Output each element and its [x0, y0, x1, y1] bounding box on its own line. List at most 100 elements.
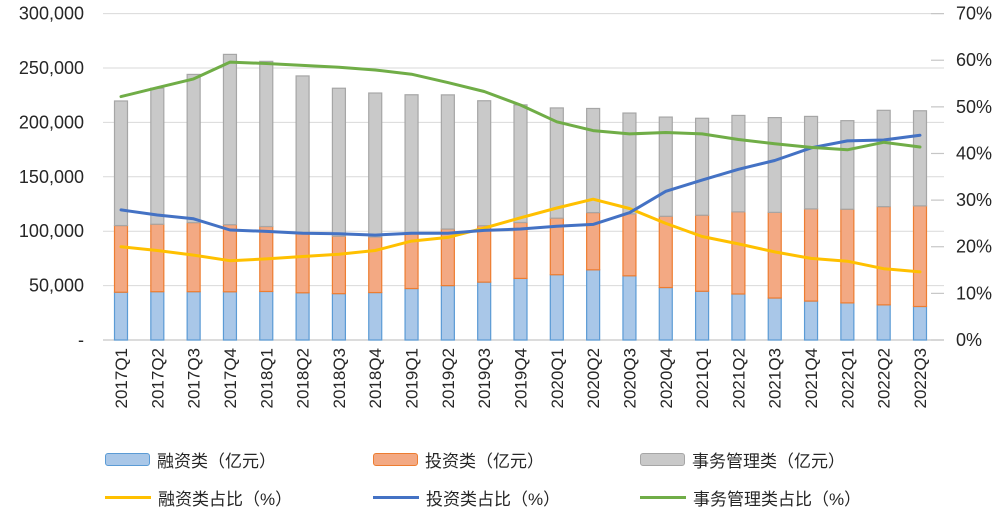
bar-segment-administration — [694, 117, 710, 216]
bar-segment-investment — [368, 236, 383, 294]
legend-line-swatch-icon — [373, 495, 419, 500]
legend-line-swatch-icon — [105, 495, 151, 500]
left-axis-label: 250,000 — [19, 58, 84, 78]
x-axis-label: 2020Q1 — [548, 348, 567, 409]
x-axis-label: 2019Q1 — [403, 348, 422, 409]
bar-segment-investment — [150, 223, 165, 293]
bar-segment-investment — [731, 211, 746, 295]
x-axis-label: 2022Q1 — [838, 348, 857, 409]
left-axis-label: 100,000 — [19, 221, 84, 241]
bar-segment-financing — [586, 269, 601, 341]
bar-segment-administration — [622, 112, 637, 215]
bar-segment-investment — [658, 215, 673, 289]
bar-segment-administration — [586, 107, 601, 214]
x-axis-label: 2017Q3 — [185, 348, 204, 409]
bar-segment-investment — [222, 224, 238, 293]
bar-segment-financing — [368, 291, 383, 341]
legend-bar-swatch-icon — [640, 453, 685, 466]
left-axis-label: - — [78, 330, 84, 350]
bar-segment-investment — [840, 208, 855, 304]
bar-segment-investment — [912, 205, 928, 308]
bar-segment-financing — [331, 293, 347, 341]
x-axis-label: 2017Q2 — [148, 348, 167, 409]
bar-segment-financing — [658, 286, 673, 341]
x-axis-label: 2021Q1 — [693, 348, 712, 409]
left-axis-label: 200,000 — [19, 112, 84, 132]
bar-segment-financing — [840, 302, 855, 341]
right-axis-label: 70% — [956, 4, 992, 24]
legend-bar-swatch-icon — [373, 453, 418, 466]
bar-segment-financing — [186, 291, 201, 341]
right-axis-label: 20% — [956, 237, 992, 257]
bar-segment-administration — [840, 120, 855, 210]
right-axis-label: 30% — [956, 190, 992, 210]
bar-segment-investment — [803, 208, 819, 302]
bar-segment-financing — [295, 292, 310, 341]
right-axis-label: 60% — [956, 50, 992, 70]
x-axis-label: 2018Q1 — [257, 348, 276, 409]
bar-segment-financing — [912, 305, 928, 341]
bar-segment-financing — [404, 287, 419, 341]
bar-segment-investment — [477, 225, 492, 283]
bar-segment-investment — [876, 206, 891, 306]
bar-segment-administration — [440, 94, 455, 230]
bar-segment-financing — [113, 291, 129, 341]
bar-segment-financing — [513, 277, 528, 341]
legend-bar-swatch-icon — [105, 453, 150, 466]
x-axis-label: 2018Q4 — [366, 348, 385, 409]
x-axis-label: 2020Q3 — [621, 348, 640, 409]
bar-segment-investment — [622, 213, 637, 277]
x-axis-label: 2022Q2 — [875, 348, 894, 409]
legend-label: 投资类占比（%） — [426, 490, 561, 509]
bar-segment-financing — [222, 291, 238, 341]
bar-segment-financing — [694, 290, 710, 341]
legend-item: 投资类占比（%） — [373, 485, 560, 510]
legend-item: 事务管理类（亿元） — [640, 447, 845, 472]
bar-segment-financing — [876, 304, 891, 341]
x-axis-label: 2018Q2 — [294, 348, 313, 409]
x-axis-label: 2019Q3 — [475, 348, 494, 409]
bar-segment-administration — [803, 115, 819, 210]
legend-item: 融资类（亿元） — [105, 447, 276, 472]
x-axis-label: 2022Q3 — [911, 348, 930, 409]
bar-segment-administration — [912, 110, 928, 207]
bar-segment-investment — [113, 224, 129, 293]
line-administration-ratio — [119, 60, 922, 152]
bar-segment-financing — [767, 297, 782, 341]
legend-item: 融资类占比（%） — [105, 485, 292, 510]
left-axis-labels: 300,000 250,000 200,000 150,000 100,000 50,00… — [19, 4, 84, 350]
legend-label: 投资类（亿元） — [425, 452, 544, 471]
bar-segment-investment — [767, 211, 782, 299]
left-axis-label: 300,000 — [19, 4, 84, 24]
x-axis-label: 2019Q4 — [512, 348, 531, 409]
bar-segment-administration — [876, 109, 891, 208]
bar-segment-financing — [549, 274, 564, 341]
right-axis-labels: 70% 60% 50% 40% 30% 20% 10% 0% — [956, 4, 992, 350]
legend-item: 投资类（亿元） — [373, 447, 544, 472]
x-axis-label: 2017Q4 — [221, 348, 240, 409]
bar-segment-investment — [586, 212, 601, 271]
x-axis-label: 2020Q4 — [657, 348, 676, 409]
bar-segment-administration — [113, 100, 129, 227]
right-axis-label: 0% — [956, 330, 982, 350]
right-axis-ticks — [931, 13, 944, 341]
bar-segment-administration — [331, 87, 347, 237]
bar-segment-financing — [803, 300, 819, 341]
bar-segment-administration — [186, 73, 201, 224]
bar-segment-administration — [477, 100, 492, 227]
bars-group — [113, 53, 928, 341]
legend-label: 融资类占比（%） — [158, 490, 293, 509]
bar-segment-financing — [259, 290, 274, 341]
left-axis-label: 50,000 — [29, 276, 84, 296]
x-axis-label: 2021Q3 — [766, 348, 785, 409]
x-axis-label: 2020Q2 — [584, 348, 603, 409]
x-axis-label: 2018Q3 — [330, 348, 349, 409]
legend-label: 事务管理类（亿元） — [692, 452, 845, 471]
legend-label: 事务管理类占比（%） — [693, 490, 862, 509]
right-axis-label: 50% — [956, 97, 992, 117]
bar-segment-administration — [513, 104, 528, 224]
bar-segment-investment — [295, 231, 310, 294]
bar-segment-financing — [440, 285, 455, 341]
right-axis-label: 40% — [956, 144, 992, 164]
